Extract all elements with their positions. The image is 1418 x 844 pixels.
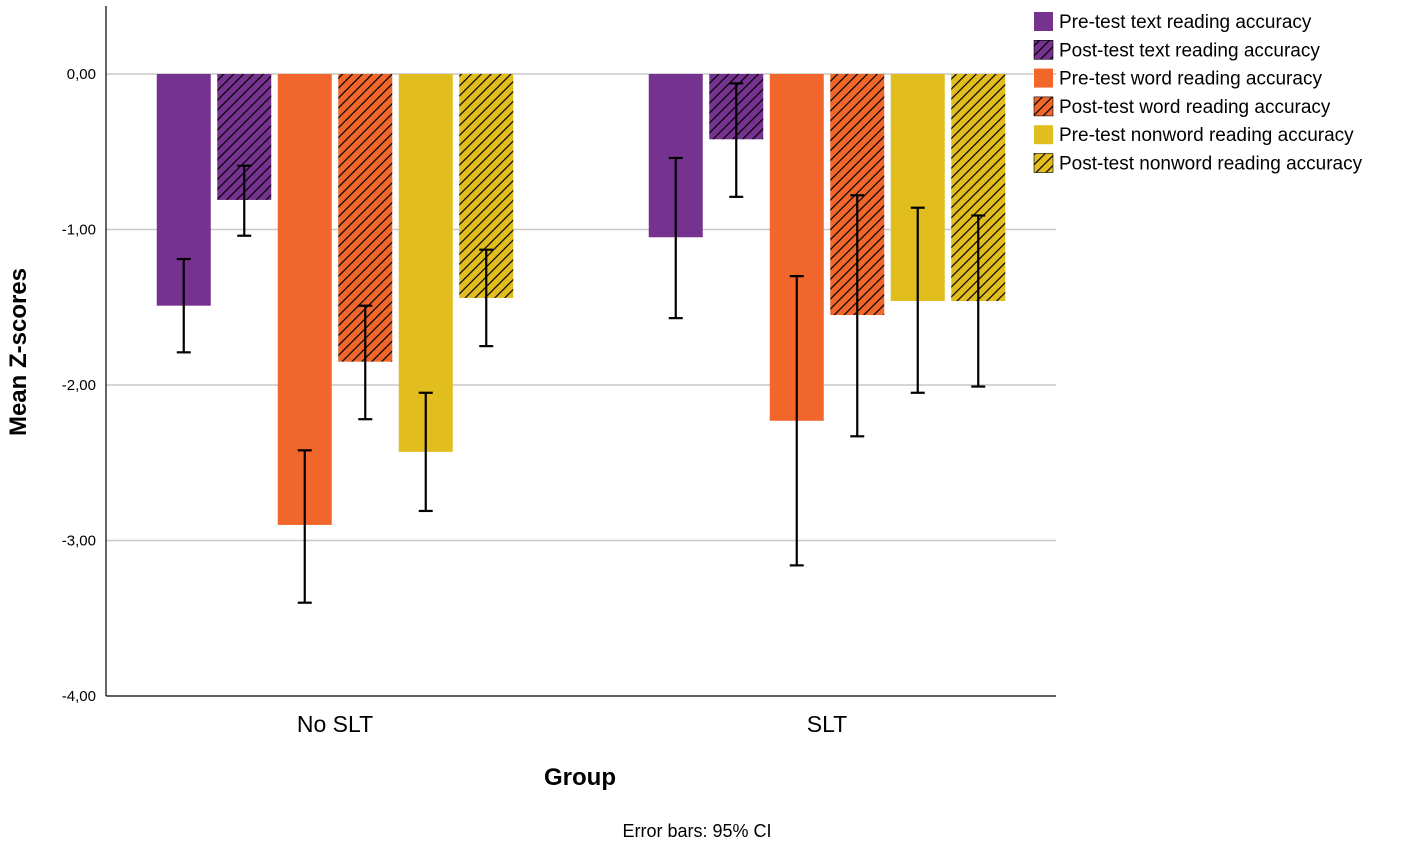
legend-label: Pre-test text reading accuracy bbox=[1059, 12, 1312, 33]
legend-swatch bbox=[1033, 153, 1054, 173]
y-tick-label: -2,00 bbox=[62, 377, 96, 394]
legend-item: Post-test text reading accuracy bbox=[1033, 39, 1320, 61]
x-category-label: No SLT bbox=[297, 711, 373, 737]
y-axis-title: Mean Z-scores bbox=[5, 268, 32, 436]
error-bar bbox=[789, 275, 804, 567]
error-bar bbox=[297, 449, 312, 604]
error-bar bbox=[418, 391, 433, 513]
axes bbox=[105, 6, 1056, 697]
x-category-labels: No SLT SLT bbox=[297, 711, 847, 737]
y-tick-label: 0,00 bbox=[67, 66, 96, 83]
error-bar bbox=[971, 214, 986, 388]
legend-label: Post-test text reading accuracy bbox=[1059, 40, 1320, 61]
legend-label: Post-test word reading accuracy bbox=[1059, 97, 1331, 118]
error-bar bbox=[479, 248, 494, 348]
error-bars-footnote: Error bars: 95% CI bbox=[622, 821, 771, 841]
legend-item: Post-test word reading accuracy bbox=[1033, 96, 1331, 118]
legend-swatch bbox=[1033, 39, 1054, 60]
error-bar bbox=[668, 156, 683, 320]
error-bar bbox=[176, 257, 191, 354]
y-tick-label: -3,00 bbox=[62, 533, 96, 550]
y-tick-label: -4,00 bbox=[62, 688, 96, 705]
y-tick-labels: 0,00 -1,00 -2,00 -3,00 -4,00 bbox=[62, 66, 96, 705]
legend-item: Pre-test text reading accuracy bbox=[1034, 12, 1312, 33]
error-bars bbox=[176, 82, 986, 604]
error-bar bbox=[237, 164, 252, 237]
legend-item: Post-test nonword reading accuracy bbox=[1033, 153, 1363, 175]
bar bbox=[398, 74, 453, 452]
bars bbox=[156, 74, 1006, 525]
legend-swatch bbox=[1034, 68, 1053, 88]
error-bar bbox=[358, 304, 373, 421]
error-bar bbox=[910, 206, 925, 394]
legend-swatch bbox=[1034, 12, 1053, 31]
x-axis-title: Group bbox=[544, 764, 616, 791]
legend-swatch bbox=[1033, 96, 1054, 117]
error-bar bbox=[850, 194, 865, 438]
legend-label: Post-test nonword reading accuracy bbox=[1059, 154, 1363, 175]
legend-item: Pre-test nonword reading accuracy bbox=[1034, 125, 1354, 146]
error-bar bbox=[729, 82, 744, 198]
legend-label: Pre-test nonword reading accuracy bbox=[1059, 125, 1354, 146]
x-category-label: SLT bbox=[807, 711, 847, 737]
legend-swatch bbox=[1034, 125, 1053, 145]
y-tick-label: -1,00 bbox=[62, 222, 96, 239]
legend: Pre-test text reading accuracy Post-test … bbox=[1033, 12, 1363, 175]
legend-item: Pre-test word reading accuracy bbox=[1034, 68, 1322, 90]
legend-label: Pre-test word reading accuracy bbox=[1059, 69, 1322, 90]
